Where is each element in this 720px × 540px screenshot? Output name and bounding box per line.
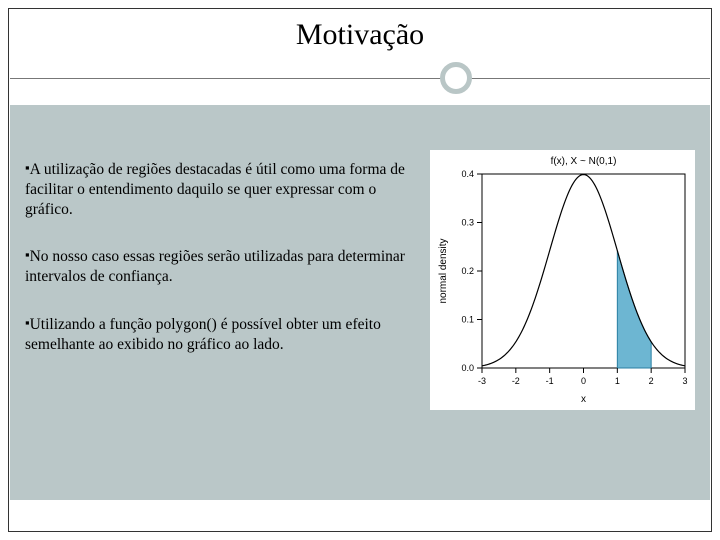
svg-text:3: 3: [682, 376, 687, 386]
normal-density-chart: f(x), X ~ N(0,1) -3 -2 -1 0 1 2 3 0.0 0.1 0.2 0.3 0.…: [430, 150, 695, 410]
paragraph-1: ▪A utilização de regiões destacadas é út…: [25, 160, 405, 219]
svg-text:0.2: 0.2: [461, 266, 474, 276]
svg-text:0.3: 0.3: [461, 218, 474, 228]
paragraph-3-text: Utilizando a função polygon() é possível…: [25, 316, 381, 353]
svg-text:-1: -1: [546, 376, 554, 386]
slide-title: Motivação: [0, 18, 720, 52]
chart-panel: f(x), X ~ N(0,1) -3 -2 -1 0 1 2 3 0.0 0.1 0.2 0.3 0.…: [430, 150, 695, 410]
svg-text:2: 2: [649, 376, 654, 386]
svg-text:0.0: 0.0: [461, 363, 474, 373]
svg-text:0.1: 0.1: [461, 315, 474, 325]
svg-text:1: 1: [615, 376, 620, 386]
svg-text:-3: -3: [478, 376, 486, 386]
svg-text:x: x: [581, 394, 586, 405]
divider: [10, 78, 710, 79]
svg-text:0: 0: [581, 376, 586, 386]
paragraph-1-text: A utilização de regiões destacadas é úti…: [25, 161, 405, 218]
paragraph-3: ▪Utilizando a função polygon() é possíve…: [25, 315, 405, 355]
svg-text:normal density: normal density: [438, 238, 449, 303]
circle-decoration: [440, 62, 472, 94]
svg-text:-2: -2: [512, 376, 520, 386]
svg-text:f(x), X ~ N(0,1): f(x), X ~ N(0,1): [551, 156, 617, 167]
paragraph-2: ▪No nosso caso essas regiões serão utili…: [25, 247, 405, 287]
text-column: ▪A utilização de regiões destacadas é út…: [25, 160, 405, 383]
svg-text:0.4: 0.4: [461, 169, 474, 179]
paragraph-2-text: No nosso caso essas regiões serão utiliz…: [25, 248, 405, 285]
